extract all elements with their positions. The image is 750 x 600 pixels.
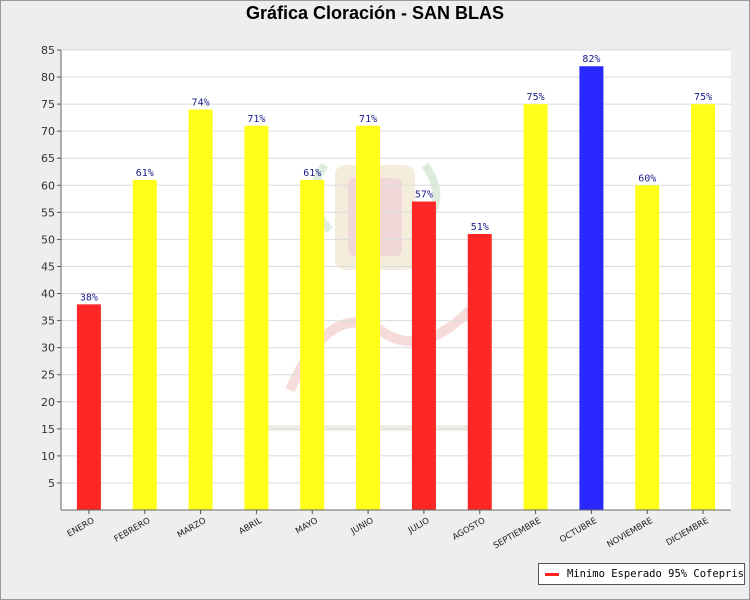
bar <box>76 304 101 510</box>
x-tick-label: JULIO <box>406 516 432 537</box>
y-tick-label: 30 <box>41 342 55 355</box>
x-tick-label: ENERO <box>66 516 97 540</box>
y-tick-label: 40 <box>41 288 55 301</box>
plot-area <box>61 50 731 510</box>
x-tick-label: ABRIL <box>237 516 264 537</box>
data-label: 71% <box>247 114 265 125</box>
legend-label: Minimo Esperado 95% Cofepris <box>566 568 744 580</box>
y-tick-label: 15 <box>41 423 55 436</box>
data-label: 60% <box>638 173 656 184</box>
data-label: 38% <box>80 292 98 303</box>
bar <box>691 104 716 510</box>
bar <box>411 201 436 510</box>
y-tick-label: 25 <box>41 369 55 382</box>
x-tick-label: MARZO <box>176 516 209 541</box>
x-tick-label: NOVIEMBRE <box>606 516 655 550</box>
bar <box>579 66 604 510</box>
x-tick-label: SEPTIEMBRE <box>492 516 543 551</box>
chart-title: Gráfica Cloración - SAN BLAS <box>245 3 505 23</box>
bar <box>356 125 381 510</box>
data-label: 61% <box>303 168 321 179</box>
y-tick-label: 45 <box>41 260 55 273</box>
y-tick-label: 35 <box>41 315 55 328</box>
data-label: 51% <box>471 222 489 233</box>
data-label: 61% <box>136 168 154 179</box>
data-label: 71% <box>359 114 377 125</box>
chart-legend: Minimo Esperado 95% Cofepris <box>538 563 745 585</box>
y-tick-label: 50 <box>41 233 55 246</box>
y-tick-label: 5 <box>48 477 55 490</box>
bar <box>467 234 492 510</box>
data-label: 74% <box>192 98 210 109</box>
data-label: 75% <box>527 92 545 103</box>
y-tick-label: 80 <box>41 71 55 84</box>
x-tick-label: FEBRERO <box>113 516 153 545</box>
legend-swatch-red-line <box>545 572 559 576</box>
y-tick-label: 60 <box>41 179 55 192</box>
y-tick-label: 55 <box>41 206 55 219</box>
y-tick-label: 75 <box>41 98 55 111</box>
data-label: 75% <box>694 92 712 103</box>
bar <box>244 125 269 510</box>
y-tick-label: 85 <box>41 44 55 57</box>
y-tick-label: 20 <box>41 396 55 409</box>
y-tick-label: 65 <box>41 152 55 165</box>
x-tick-label: DICIEMBRE <box>665 516 711 548</box>
x-tick-label: JUNIO <box>349 516 376 537</box>
y-tick-label: 70 <box>41 125 55 138</box>
x-tick-label: OCTUBRE <box>558 516 599 545</box>
data-label: 82% <box>582 54 600 65</box>
x-tick-label: MAYO <box>294 516 320 537</box>
bar <box>188 109 213 510</box>
y-tick-label: 10 <box>41 450 55 463</box>
data-label: 57% <box>415 190 433 201</box>
bar <box>635 185 660 510</box>
bar <box>132 179 157 510</box>
bar <box>300 179 325 510</box>
x-tick-label: AGOSTO <box>451 516 488 543</box>
bar <box>523 104 548 510</box>
